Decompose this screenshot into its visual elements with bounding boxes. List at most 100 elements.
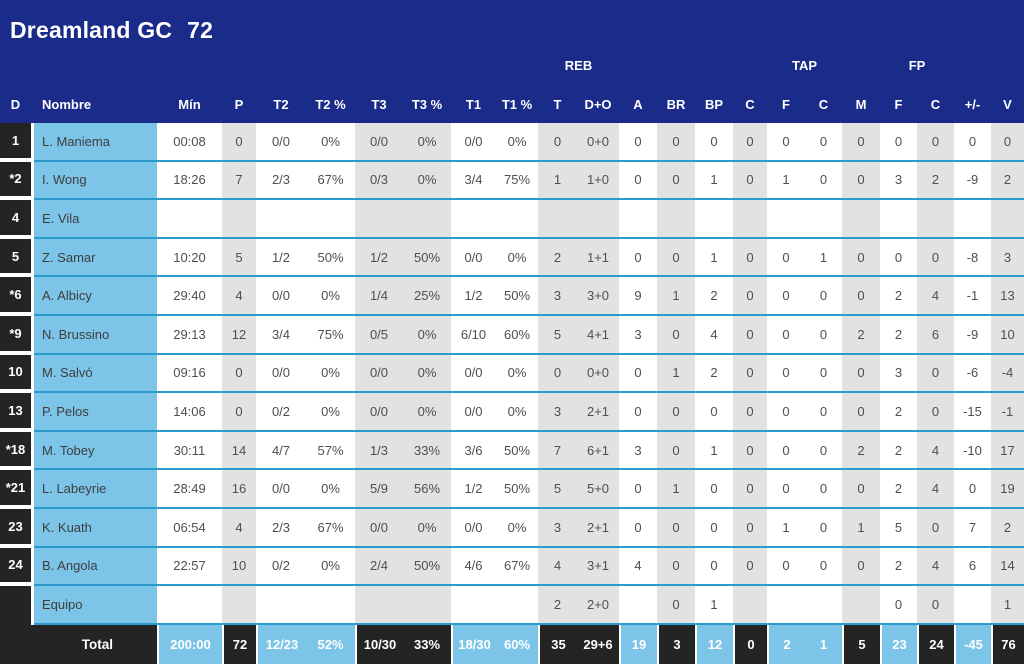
- column-header: T: [553, 97, 562, 112]
- stat-cell: 2: [695, 355, 733, 394]
- stat-cell: 0: [619, 393, 657, 432]
- stat-cell: 0/0: [355, 508, 403, 548]
- stat-cell: 0: [954, 470, 991, 509]
- total-stat-cell: 10/30: [355, 624, 403, 664]
- column-header: C: [745, 97, 755, 112]
- stat-cell: [954, 200, 991, 239]
- stat-cell: 2: [880, 393, 917, 432]
- stat-cell: 0: [842, 393, 880, 432]
- stat-cell: 0%: [403, 393, 451, 432]
- stat-cell: 2: [880, 548, 917, 587]
- stat-cell: [256, 200, 306, 239]
- player-name-cell: L. Maniema: [34, 123, 157, 162]
- stat-cell: 4: [917, 547, 954, 587]
- group-header-tap: TAP: [791, 57, 818, 73]
- table-row: 23 K. Kuath 06:54 4 2/3 67% 0/0 0% 0/0 0% 3 2+1 0 0 0 0…: [0, 508, 1024, 548]
- stat-cell: 67%: [306, 162, 355, 201]
- stat-cell: 0%: [496, 393, 538, 432]
- stat-cell: 4/7: [256, 432, 306, 471]
- player-name-cell: K. Kuath: [34, 508, 157, 548]
- stat-cell: 3: [619, 432, 657, 471]
- stat-cell: 1/2: [256, 239, 306, 278]
- stat-cell: 0+0: [577, 354, 619, 394]
- stat-cell: [917, 200, 954, 239]
- table-row: 24 B. Angola 22:57 10 0/2 0% 2/4 50% 4/6 67% 4 3+1 4…: [0, 547, 1024, 587]
- stat-cell: 0/0: [355, 393, 403, 432]
- stat-cell: -8: [954, 239, 991, 278]
- table-row: *18 M. Tobey 30:11 14 4/7 57% 1/3 33% 3/6 50% 7 6+1…: [0, 431, 1024, 471]
- stat-cell: 0: [767, 393, 805, 432]
- stat-cell: 0: [805, 316, 842, 355]
- stat-cell: 7: [538, 431, 577, 471]
- dorsal-cell: 4: [0, 200, 31, 239]
- stat-cell: 0/0: [451, 239, 496, 278]
- total-stat-cell: -45: [954, 624, 991, 664]
- stat-cell: [767, 586, 805, 625]
- stat-cell: 0: [619, 162, 657, 201]
- stat-cell: 4+1: [577, 315, 619, 355]
- stat-cell: 6/10: [451, 316, 496, 355]
- dorsal-cell: *6: [0, 277, 31, 316]
- stat-cell: 3+1: [577, 547, 619, 587]
- stat-cell: [805, 200, 842, 239]
- stat-cell: 0: [805, 509, 842, 548]
- stat-cell: 14: [991, 547, 1024, 587]
- stat-cell: 0: [917, 123, 954, 162]
- column-header: BR: [666, 97, 686, 112]
- stat-cell: 29:13: [157, 316, 222, 355]
- player-name-cell: Z. Samar: [34, 238, 157, 278]
- stat-cell: [657, 200, 695, 239]
- column-header-row: D Nombre Mín P T2 T2 % T3 T3 % T1 T1 % T D+O A BR BP C F…: [0, 86, 1024, 123]
- stat-cell: 2/4: [355, 547, 403, 587]
- stat-cell: 0: [767, 355, 805, 394]
- stat-cell: 0: [767, 470, 805, 509]
- column-header: D: [10, 97, 21, 112]
- stat-cell: -4: [991, 354, 1024, 394]
- stat-cell: 0: [842, 238, 880, 278]
- stat-cell: [842, 200, 880, 239]
- dorsal-cell: 1: [0, 123, 31, 162]
- stat-cell: 0%: [403, 161, 451, 201]
- stat-cell: 0: [917, 508, 954, 548]
- stat-cell: 6: [917, 315, 954, 355]
- column-divider: [31, 547, 34, 587]
- stat-cell: 00:08: [157, 123, 222, 162]
- column-header: +/-: [964, 97, 981, 112]
- player-name-cell: M. Salvó: [34, 354, 157, 394]
- stat-cell: 0: [695, 470, 733, 509]
- stat-cell: 2/3: [256, 509, 306, 548]
- dorsal-cell: 10: [0, 354, 31, 394]
- stat-cell: 1: [991, 586, 1024, 625]
- stat-cell: 4: [917, 470, 954, 509]
- stat-cell: 4: [695, 316, 733, 355]
- stat-cell: 75%: [496, 162, 538, 201]
- total-stat-cell: 19: [619, 624, 657, 664]
- stat-cell: 4: [222, 508, 256, 548]
- stat-cell: [157, 200, 222, 239]
- stat-cell: 1: [657, 277, 695, 316]
- stat-cell: 2: [917, 161, 954, 201]
- stat-cell: 6: [954, 548, 991, 587]
- stat-cell: 0/0: [256, 123, 306, 162]
- stat-cell: [805, 586, 842, 625]
- stat-cell: 1/2: [451, 277, 496, 316]
- stat-cell: 0: [733, 547, 767, 587]
- stat-cell: 18:26: [157, 162, 222, 201]
- stat-cell: 0/0: [451, 355, 496, 394]
- stat-cell: 67%: [496, 548, 538, 587]
- table-row: *2 I. Wong 18:26 7 2/3 67% 0/3 0% 3/4 75% 1 1+0 0 0 1 0…: [0, 161, 1024, 201]
- stat-cell: 0%: [496, 355, 538, 394]
- stat-cell: 12: [222, 315, 256, 355]
- dorsal-cell: 5: [0, 238, 31, 278]
- stat-cell: 2: [538, 586, 577, 625]
- player-name-cell: N. Brussino: [34, 315, 157, 355]
- page-title: Dreamland GC 72: [10, 17, 213, 44]
- stat-cell: 2: [880, 470, 917, 509]
- total-stat-cell: 200:00: [157, 624, 222, 664]
- stat-cell: 0%: [496, 509, 538, 548]
- total-row: Total 200:00 72 12/23 52% 10/30 33% 18/30 60% 35 2…: [0, 624, 1024, 664]
- stat-cell: 0%: [403, 123, 451, 162]
- stat-cell: 0: [917, 586, 954, 625]
- column-header: T2 %: [315, 97, 346, 112]
- stat-cell: 0: [767, 432, 805, 471]
